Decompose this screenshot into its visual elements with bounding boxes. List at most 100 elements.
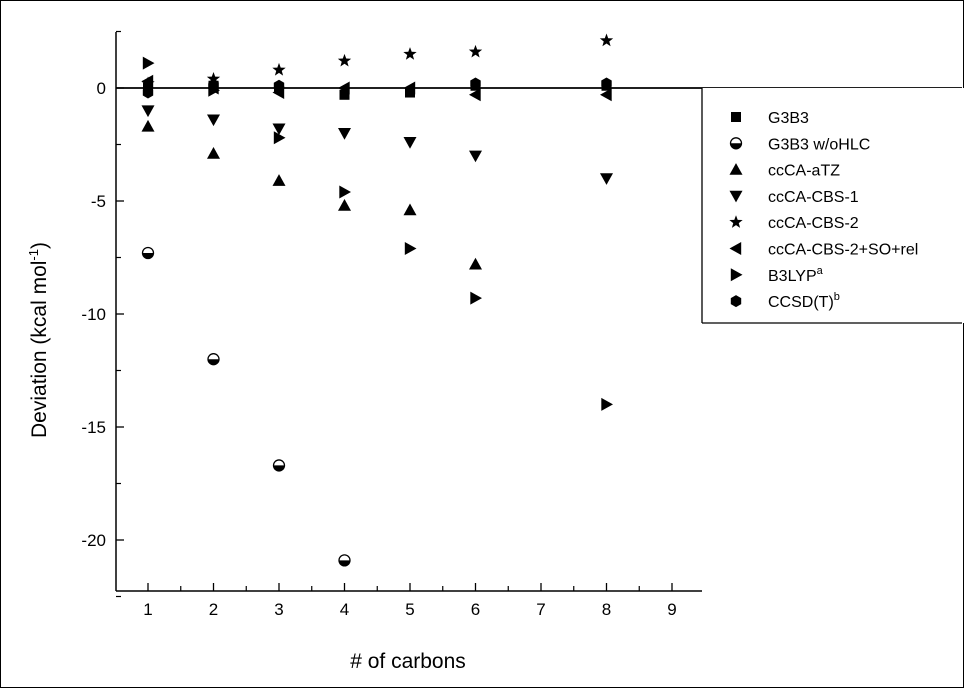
marker-shape [403, 81, 416, 95]
x-tick-label: 6 [471, 600, 480, 619]
marker-shape [142, 56, 155, 70]
data-point [403, 81, 416, 95]
marker-shape [470, 291, 482, 305]
data-point [339, 185, 351, 199]
marker-shape-fill [142, 252, 154, 259]
data-point [470, 291, 482, 305]
data-point [142, 86, 154, 99]
data-point [273, 131, 286, 145]
marker-shape [273, 79, 285, 92]
marker-shape-fill [208, 359, 219, 365]
legend-label: B3LYPa [768, 265, 824, 285]
legend-label-superscript: b [834, 291, 840, 303]
marker-shape [469, 88, 481, 102]
data-point [469, 150, 482, 163]
data-point [272, 123, 286, 136]
data-point [470, 77, 481, 90]
data-point [141, 246, 155, 260]
data-point [141, 105, 155, 118]
marker-shape [468, 44, 483, 58]
data-point [273, 79, 285, 92]
data-point [338, 554, 351, 567]
data-point [337, 53, 352, 67]
legend-marker [729, 163, 743, 175]
x-axis-title: # of carbons [350, 650, 466, 673]
data-point [600, 173, 613, 185]
legend-label: CCSD(T)b [768, 291, 840, 311]
marker-shape [404, 241, 417, 255]
marker-shape [141, 119, 155, 132]
marker-shape [729, 215, 743, 228]
marker-shape [339, 89, 350, 100]
legend-label: ccCA-CBS-2 [768, 215, 859, 232]
axes: 0 -5 -10 -15 -20 1 2 3 4 5 6 7 8 9 [81, 30, 962, 619]
marker-shape [731, 112, 741, 122]
legend-label: ccCA-CBS-1 [768, 189, 859, 206]
marker-shape [730, 295, 742, 308]
legend-label: ccCA-CBS-2+SO+rel [768, 242, 918, 259]
legend-label-text: G3B3 w/oHLC [768, 136, 870, 153]
data-point [338, 128, 351, 140]
marker-shape [338, 81, 350, 95]
marker-shape [207, 114, 220, 127]
marker-shape [142, 86, 154, 99]
series-g3b3-w-ohlc [141, 246, 351, 567]
marker-shape-fill [273, 465, 285, 471]
marker-shape-fill [339, 560, 350, 566]
marker-shape [403, 137, 417, 149]
legend-marker [731, 112, 741, 122]
y-axis-title-superscript: -1 [26, 249, 41, 261]
legend-marker [729, 190, 743, 203]
legend-label: ccCA-aTZ [768, 163, 840, 180]
legend-label: G3B3 [768, 110, 809, 127]
legend-background [702, 88, 964, 323]
x-tick-label: 9 [667, 600, 676, 619]
data-point [272, 62, 286, 76]
data-point [207, 114, 220, 127]
marker-shape [729, 242, 742, 255]
marker-shape [403, 203, 417, 216]
marker-shape [601, 77, 612, 90]
data-point [469, 88, 481, 102]
legend-marker [730, 295, 742, 308]
marker-shape [273, 131, 286, 145]
data-point [338, 81, 350, 95]
x-tick-label: 8 [602, 600, 611, 619]
legend-marker [729, 215, 743, 228]
legend-label-text: B3LYP [768, 268, 817, 285]
series-ccca-atz [141, 119, 482, 270]
marker-shape [272, 123, 286, 136]
legend-label: G3B3 w/oHLC [768, 136, 870, 153]
y-tick-label: -20 [81, 531, 106, 550]
legend-marker [729, 137, 743, 150]
data-point [405, 87, 415, 98]
x-tick-label: 2 [209, 600, 218, 619]
marker-shape [601, 397, 613, 411]
legend-label-text: G3B3 [768, 110, 809, 127]
data-point [403, 203, 417, 216]
series-ccca-cbs-1 [141, 105, 613, 185]
legend-label-superscript: a [817, 265, 824, 277]
marker-shape [405, 87, 415, 98]
marker-shape [339, 185, 351, 199]
x-tick-label: 4 [340, 600, 349, 619]
x-tick-label: 7 [536, 600, 545, 619]
marker-shape [469, 150, 482, 163]
data-point [403, 137, 417, 149]
marker-shape [272, 174, 286, 186]
legend-marker [730, 268, 743, 282]
data-point [468, 44, 483, 58]
data-point [599, 33, 614, 47]
data-point [207, 147, 220, 159]
y-tick-label: 0 [97, 79, 106, 98]
data-point [141, 74, 154, 88]
y-tick-label: -10 [81, 305, 106, 324]
marker-shape [141, 105, 155, 118]
legend-label-text: CCSD(T) [768, 294, 834, 311]
marker-shape [337, 53, 352, 67]
data-point [272, 174, 286, 186]
marker-shape-fill [730, 143, 742, 149]
y-axis-title-main: Deviation (kcal mol [28, 261, 51, 438]
marker-shape [600, 173, 613, 185]
